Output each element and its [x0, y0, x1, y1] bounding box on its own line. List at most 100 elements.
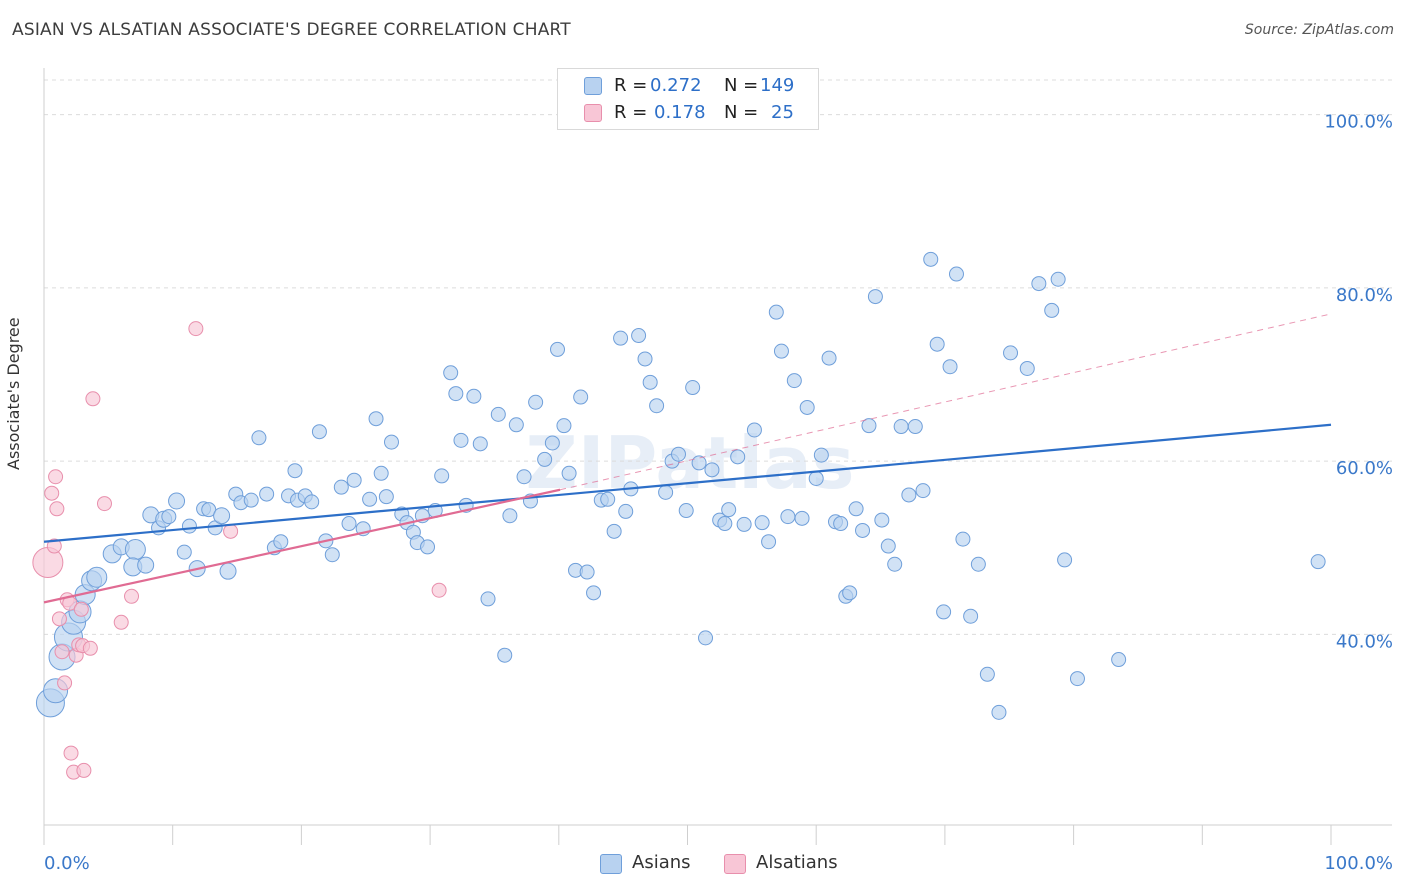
asians-point — [490, 406, 506, 422]
alsatians-point — [188, 321, 204, 337]
asians-point — [618, 503, 634, 519]
asians-point — [259, 486, 275, 502]
asians-point — [86, 566, 108, 588]
asians-point — [717, 516, 733, 532]
asians-trend-line — [43, 423, 1332, 543]
legend-asians-swatch — [600, 854, 622, 874]
asians-point — [368, 411, 384, 427]
asians-point — [754, 515, 770, 531]
asians-point — [970, 556, 986, 572]
asians-point — [480, 591, 496, 607]
asians-point — [670, 446, 686, 462]
asians-point — [915, 483, 931, 499]
asians-point — [786, 373, 802, 389]
asians-point — [1111, 652, 1127, 668]
asians-point — [161, 509, 177, 525]
alsatians-point — [223, 523, 239, 539]
asians-point — [867, 289, 883, 305]
legend-alsatians-swatch — [724, 854, 746, 874]
y-tick-label: 60.0% — [1336, 458, 1393, 479]
alsatians-r-label: R = — [614, 102, 648, 123]
y-tick-label: 100.0% — [1324, 112, 1393, 133]
x-tick-label: 100.0% — [1324, 853, 1393, 874]
asians-point — [979, 666, 995, 682]
asians-point — [821, 350, 837, 366]
asians-point — [579, 564, 595, 580]
asians-point — [606, 523, 622, 539]
asians-point — [586, 585, 602, 601]
asians-point — [124, 539, 146, 561]
asians-point — [420, 539, 436, 555]
alsatians-point — [63, 745, 79, 761]
asians-point — [544, 435, 560, 451]
asians-point — [1031, 276, 1047, 292]
asians-point — [1003, 345, 1019, 361]
asians-point — [600, 491, 616, 507]
asians-point — [649, 398, 665, 414]
alsatians-point — [73, 601, 89, 617]
asians-point — [1019, 360, 1035, 376]
alsatians-point — [96, 496, 112, 512]
asians-point — [516, 469, 532, 485]
asians-point — [378, 489, 394, 505]
asians-point — [434, 468, 450, 484]
asians-point — [842, 585, 858, 601]
asians-point — [678, 503, 694, 519]
asians-point — [730, 449, 746, 465]
asians-point — [929, 336, 945, 352]
asians-point — [273, 534, 289, 550]
asians-point — [637, 351, 653, 367]
asians-point — [362, 491, 378, 507]
asians-n-value: 149 — [760, 75, 795, 96]
alsatians-point — [51, 611, 67, 627]
asians-point — [907, 419, 923, 435]
asians-point — [573, 389, 589, 405]
alsatians-r-value: 0.178 — [654, 102, 706, 123]
asians-point — [1069, 671, 1085, 687]
alsatians-point — [124, 588, 140, 604]
asians-point — [346, 472, 362, 488]
asians-point — [466, 388, 482, 404]
asians-point — [373, 465, 389, 481]
asians-point — [176, 544, 192, 560]
asians-point — [324, 547, 340, 563]
alsatians-point — [48, 469, 64, 485]
alsatians-swatch — [584, 104, 602, 122]
asians-point — [948, 266, 964, 282]
asians-swatch — [584, 77, 602, 95]
alsatians-point — [113, 614, 129, 630]
asians-point — [537, 451, 553, 467]
asians-point — [813, 447, 829, 463]
alsatians-point — [431, 582, 447, 598]
source-credit: Source: ZipAtlas.com — [1244, 22, 1394, 38]
asians-point — [631, 328, 647, 344]
asians-point — [311, 424, 327, 440]
y-axis-label: Associate's Degree — [4, 317, 23, 470]
asians-point — [808, 470, 824, 486]
alsatians-point — [54, 644, 70, 660]
alsatians-point — [49, 501, 65, 517]
asians-point — [642, 374, 658, 390]
alsatians-point — [82, 640, 98, 656]
asians-point — [773, 343, 789, 359]
x-tick-label: 0.0% — [44, 853, 90, 874]
asians-point — [942, 359, 958, 375]
asians-point — [880, 538, 896, 554]
asians-point — [453, 432, 469, 448]
asians-point — [704, 462, 720, 478]
asians-point — [243, 492, 259, 508]
y-tick-label: 80.0% — [1336, 285, 1393, 306]
asians-point — [761, 534, 777, 550]
asians-point — [1057, 552, 1073, 568]
asians-point — [691, 455, 707, 471]
asians-point — [613, 330, 629, 346]
asians-point — [497, 647, 513, 663]
stats-box: R = 0.272 N = 149 R = 0.178 N = 25 — [557, 68, 819, 130]
asians-point — [955, 531, 971, 547]
asians-point — [855, 522, 871, 538]
asians-point — [287, 463, 303, 479]
asians-point — [556, 418, 572, 434]
asians-point — [721, 502, 737, 518]
asians-point — [746, 422, 762, 438]
